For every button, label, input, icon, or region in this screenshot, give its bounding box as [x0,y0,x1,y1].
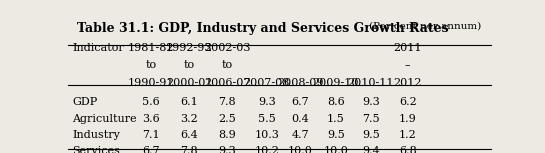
Text: 9.5: 9.5 [327,130,345,140]
Text: 2010-11: 2010-11 [348,78,394,88]
Text: to: to [184,60,195,70]
Text: 9.3: 9.3 [219,146,236,153]
Text: 2000-01: 2000-01 [166,78,213,88]
Text: Services: Services [72,146,120,153]
Text: 8.6: 8.6 [327,97,345,107]
Text: 1.5: 1.5 [327,114,345,124]
Text: Table 31.1: GDP, Industry and Services Growth Rates: Table 31.1: GDP, Industry and Services G… [77,22,448,35]
Text: 10.0: 10.0 [324,146,348,153]
Text: 2009-10: 2009-10 [313,78,359,88]
Text: 6.8: 6.8 [399,146,416,153]
Text: 1990-91: 1990-91 [128,78,174,88]
Text: 2002-03: 2002-03 [204,43,251,52]
Text: 2006-07: 2006-07 [204,78,251,88]
Text: 6.4: 6.4 [180,130,198,140]
Text: 7.1: 7.1 [143,130,160,140]
Text: 8.9: 8.9 [219,130,236,140]
Text: 3.2: 3.2 [180,114,198,124]
Text: 2.5: 2.5 [219,114,236,124]
Text: 5.6: 5.6 [142,97,160,107]
Text: 7.8: 7.8 [219,97,236,107]
Text: 2007-08: 2007-08 [244,78,290,88]
Text: (Per cent per annum): (Per cent per annum) [369,22,481,31]
Text: 2011: 2011 [393,43,422,52]
Text: 6.7: 6.7 [143,146,160,153]
Text: 7.5: 7.5 [362,114,380,124]
Text: 6.2: 6.2 [399,97,416,107]
Text: 3.6: 3.6 [142,114,160,124]
Text: Industry: Industry [72,130,120,140]
Text: –: – [405,60,410,70]
Text: 1992-93: 1992-93 [166,43,213,52]
Text: 9.3: 9.3 [258,97,276,107]
Text: 9.3: 9.3 [362,97,380,107]
Text: 9.5: 9.5 [362,130,380,140]
Text: 2008-09: 2008-09 [277,78,324,88]
Text: 10.2: 10.2 [254,146,279,153]
Text: 4.7: 4.7 [292,130,309,140]
Text: to: to [222,60,233,70]
Text: 1981-82: 1981-82 [128,43,174,52]
Text: Indicator: Indicator [72,43,124,52]
Text: 1.2: 1.2 [399,130,416,140]
Text: 9.4: 9.4 [362,146,380,153]
Text: 10.0: 10.0 [288,146,313,153]
Text: to: to [146,60,157,70]
Text: GDP: GDP [72,97,98,107]
Text: 5.5: 5.5 [258,114,276,124]
Text: 0.4: 0.4 [292,114,310,124]
Text: Agriculture: Agriculture [72,114,137,124]
Text: 6.1: 6.1 [180,97,198,107]
Text: 7.8: 7.8 [180,146,198,153]
Text: 10.3: 10.3 [254,130,279,140]
Text: 1.9: 1.9 [399,114,416,124]
Text: 2012: 2012 [393,78,422,88]
Text: 6.7: 6.7 [292,97,309,107]
